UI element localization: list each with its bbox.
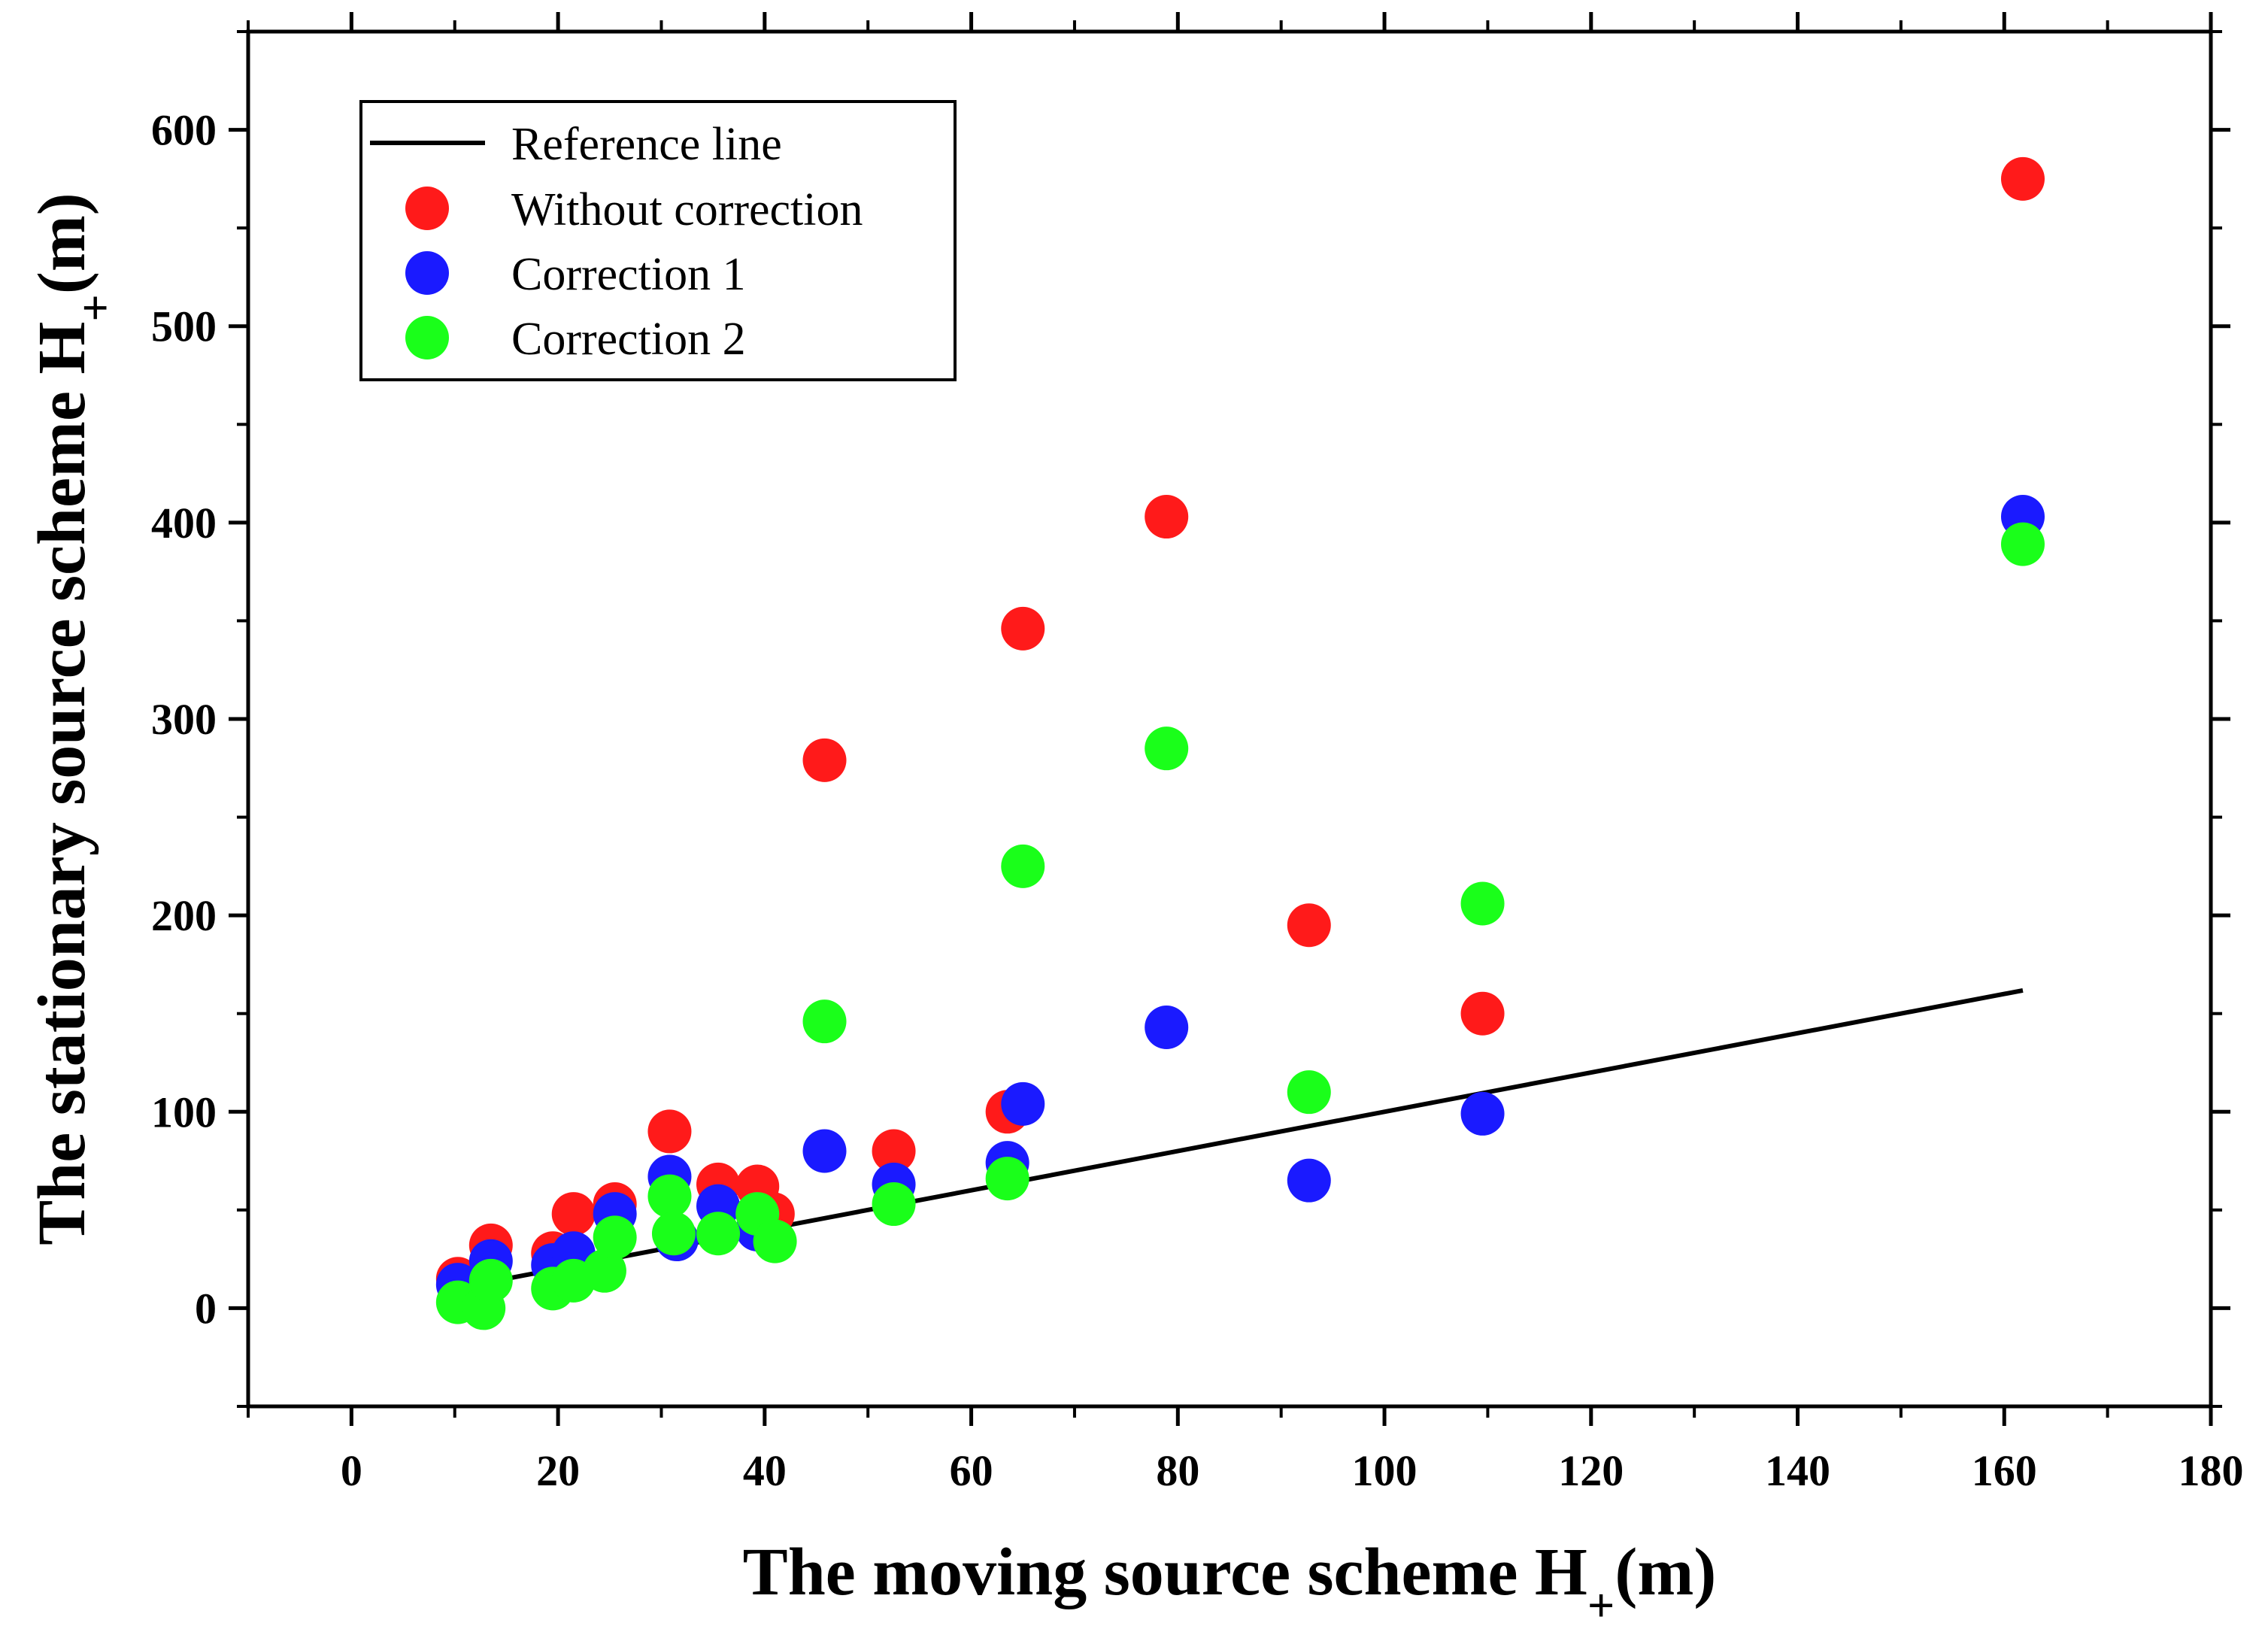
x-axis-title-suffix: (m): [1615, 1535, 1716, 1609]
point-correction-2: [872, 1182, 916, 1227]
y-axis-title-suffix: (m): [25, 193, 99, 294]
x-tick-labels: 0 20 40 60 80 100 120 140 160 180: [341, 1446, 2244, 1495]
point-correction-2: [651, 1212, 696, 1256]
point-correction-1: [1145, 1005, 1189, 1049]
point-without-correction: [551, 1192, 596, 1236]
x-tick-label: 140: [1765, 1446, 1830, 1495]
y-tick-label: 300: [151, 695, 217, 744]
x-axis-title-main: The moving source scheme H: [743, 1535, 1587, 1609]
y-tick-label: 600: [151, 106, 217, 155]
x-tick-label: 60: [950, 1446, 993, 1495]
point-correction-2: [593, 1215, 637, 1260]
y-tick-label: 400: [151, 499, 217, 548]
point-without-correction: [802, 738, 847, 782]
y-tick-label: 200: [151, 891, 217, 940]
x-tick-label: 100: [1352, 1446, 1418, 1495]
point-without-correction: [872, 1129, 916, 1173]
point-correction-2: [985, 1157, 1029, 1201]
data-points-layer: [435, 156, 2045, 1330]
y-axis-title-main: The stationary source scheme H: [25, 322, 99, 1245]
legend-label-correction-1: Correction 1: [511, 249, 746, 300]
point-correction-2: [1287, 1070, 1331, 1115]
y-axis-title: The stationary source scheme H+(m): [25, 193, 122, 1245]
point-correction-2: [1001, 844, 1045, 888]
legend-swatch-correction-2: [405, 316, 449, 359]
x-axis-title-subscript: +: [1587, 1579, 1615, 1632]
point-correction-2: [468, 1258, 513, 1303]
x-tick-label: 80: [1156, 1446, 1199, 1495]
point-without-correction: [1001, 606, 1045, 651]
point-without-correction: [2000, 156, 2045, 201]
point-correction-2: [1460, 881, 1505, 926]
x-tick-label: 40: [743, 1446, 787, 1495]
plot-frame: [246, 29, 2213, 1409]
x-tick-label: 20: [536, 1446, 580, 1495]
legend-swatch-without-correction: [405, 187, 449, 230]
point-correction-2: [582, 1248, 626, 1293]
x-tick-label: 180: [2179, 1446, 2244, 1495]
point-correction-1: [1001, 1081, 1045, 1126]
y-tick-label: 0: [195, 1284, 217, 1333]
y-axis-title-subscript: +: [68, 294, 122, 321]
x-tick-label: 120: [1558, 1446, 1624, 1495]
point-correction-2: [1145, 726, 1189, 771]
legend-swatch-correction-1: [405, 251, 449, 295]
point-correction-1: [1287, 1158, 1331, 1203]
point-correction-2: [2000, 522, 2045, 566]
legend-box: [359, 100, 957, 381]
point-without-correction: [1287, 903, 1331, 948]
point-correction-2: [802, 1000, 847, 1044]
y-tick-label: 500: [151, 302, 217, 351]
x-axis-title: The moving source scheme H+(m): [743, 1535, 1717, 1631]
x-tick-label: 0: [341, 1446, 362, 1495]
point-without-correction: [647, 1109, 692, 1154]
y-tick-label: 100: [151, 1087, 217, 1136]
point-without-correction: [1145, 495, 1189, 539]
point-correction-1: [1460, 1091, 1505, 1136]
point-correction-1: [802, 1129, 847, 1173]
point-correction-2: [753, 1219, 797, 1263]
legend-label-reference-line: Reference line: [511, 119, 782, 170]
legend-label-without-correction: Without correction: [511, 184, 863, 235]
x-tick-label: 160: [1972, 1446, 2037, 1495]
point-correction-2: [647, 1174, 692, 1218]
point-without-correction: [1460, 991, 1505, 1036]
point-correction-2: [696, 1212, 741, 1256]
legend-label-correction-2: Correction 2: [511, 314, 746, 365]
y-tick-labels: 0 100 200 300 400 500 600: [151, 106, 217, 1333]
legend: Reference line Without correction Correc…: [359, 100, 957, 381]
